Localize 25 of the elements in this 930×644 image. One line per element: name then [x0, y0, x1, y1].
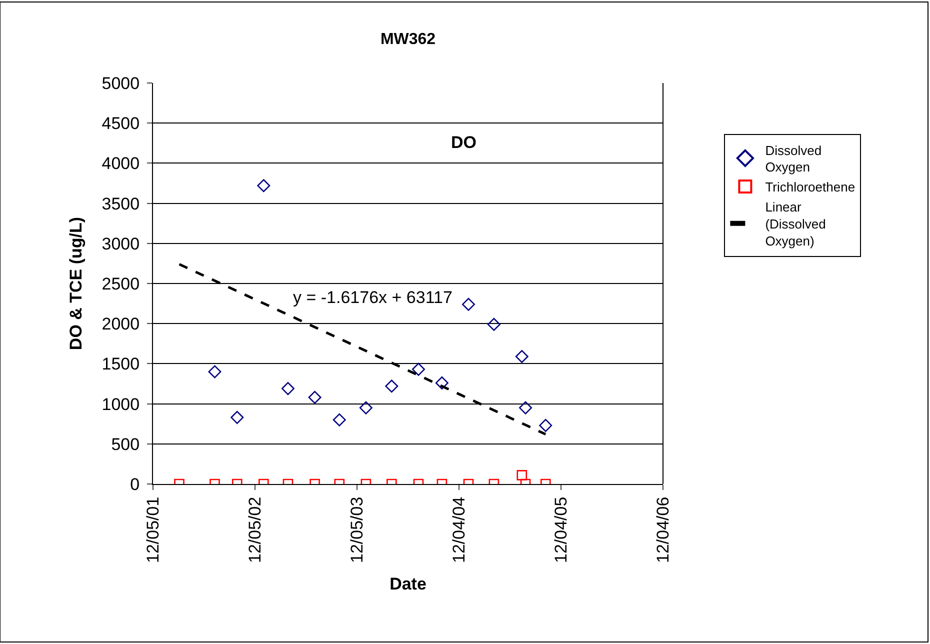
y-tick-label: 2000 — [102, 314, 140, 334]
x-tick-label: 12/04/06 — [654, 496, 673, 563]
y-tick-label: 4000 — [102, 154, 140, 174]
x-tick-label: 12/05/01 — [144, 496, 163, 563]
y-tick-label: 2500 — [102, 274, 140, 294]
legend-label: Dissolved Oxygen — [765, 142, 822, 175]
y-tick-label: 5000 — [102, 74, 140, 93]
y-tick-label: 0 — [130, 474, 140, 494]
y-tick-label: 3500 — [102, 194, 140, 214]
y-tick-label: 500 — [111, 434, 140, 454]
y-tick-label: 1000 — [102, 394, 140, 414]
annotation: DO — [451, 133, 476, 152]
y-tick-label: 1500 — [102, 354, 140, 374]
legend-label: Linear (Dissolved Oxygen) — [765, 200, 826, 248]
chart-title: MW362 — [380, 31, 436, 48]
annotation: y = -1.6176x + 63117 — [293, 288, 452, 307]
y-tick-label: 4500 — [102, 114, 140, 134]
x-tick-label: 12/04/05 — [552, 496, 571, 563]
x-tick-label: 12/05/03 — [348, 496, 367, 563]
x-tick-label: 12/05/02 — [246, 496, 265, 563]
x-tick-label: 12/04/04 — [450, 496, 469, 563]
x-axis-title: Date — [390, 574, 426, 594]
y-tick-label: 3000 — [102, 234, 140, 254]
legend-label: Trichloroethene — [765, 180, 856, 195]
y-axis-title: DO & TCE (ug/L) — [66, 216, 86, 350]
